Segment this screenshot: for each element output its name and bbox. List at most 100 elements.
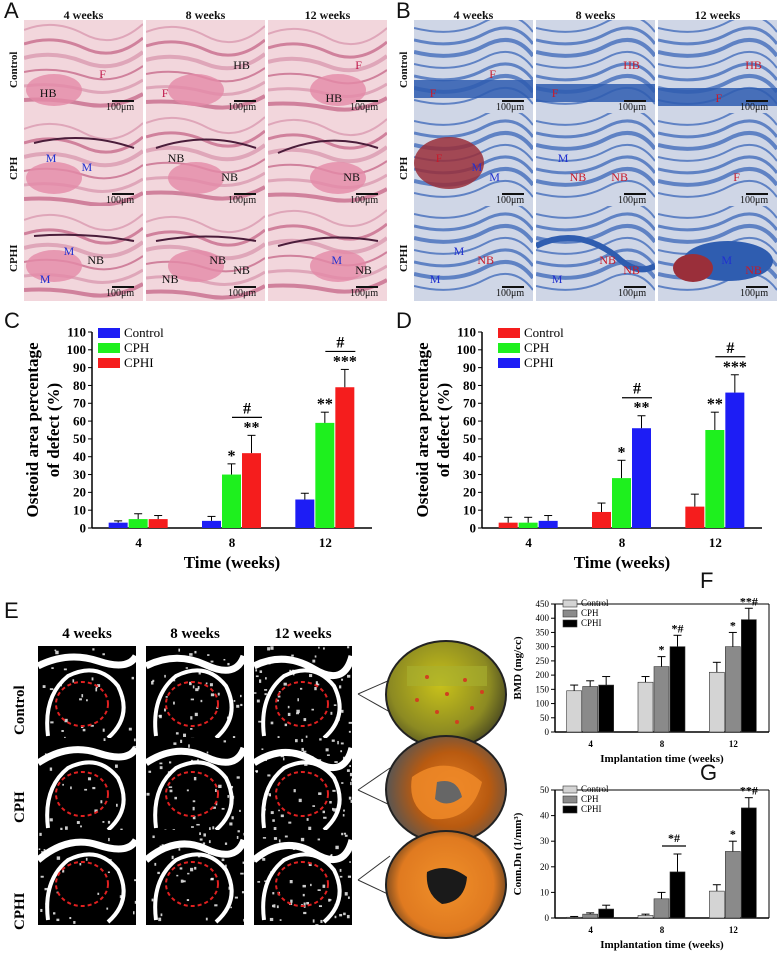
chartF-xtick-label: 8 [660, 739, 665, 749]
chartD-legend-label: CPHI [524, 355, 554, 370]
chartF-bar-Control-8 [637, 681, 654, 733]
chartG-bar-Control-12 [709, 890, 725, 919]
chartD-ytick-label: 40 [463, 449, 476, 464]
gridB-micrograph-r2-c2 [658, 206, 777, 301]
gridA-tissue-label: F [99, 67, 106, 81]
chartF-ytick-label: 450 [536, 599, 550, 609]
chartD-sig-label: * [618, 444, 626, 461]
chartC-bar-CPHI-8 [242, 453, 261, 528]
gridB-tissue-label: M [557, 150, 569, 165]
microct-tile-r2-c1 [146, 830, 244, 925]
gridB-tissue-label: M [489, 169, 500, 184]
gridB-tissue-label: M [429, 272, 441, 286]
gridB-tissue-label: NB [611, 169, 628, 184]
chartG-bar-CPH-8 [653, 898, 670, 919]
gridB-tissue-label: F [715, 90, 723, 105]
chartC-ylabel-line: of defect (%) [44, 383, 63, 477]
panel-a-col-header-12w: 12 weeks [304, 8, 351, 22]
chartG-bar-CPHI-4 [598, 908, 614, 919]
gridB-micrograph-r0-c1 [536, 20, 655, 115]
gridA-micrograph-r2-c0 [24, 206, 143, 301]
chartD-xtick-label: 12 [709, 535, 722, 550]
chartC-legend-swatch [98, 328, 120, 338]
chartG-bar-Control-4 [566, 916, 582, 919]
chartG-bar-CPHI-8 [669, 871, 686, 919]
chartD-legend-label: Control [524, 325, 564, 340]
gridB-micrograph-r2-c1 [536, 206, 655, 301]
chartD-bar-CPHI-12 [725, 392, 745, 528]
gridB-tissue-label: F [733, 169, 740, 184]
chartF-sig-label: * [730, 618, 736, 632]
chartF-bar-Control-12 [709, 671, 725, 733]
gridB-micrograph-r1-c2 [658, 113, 777, 208]
chartC-ytick-label: 50 [73, 431, 86, 446]
panel-b-col-header-12w: 12 weeks [694, 8, 741, 22]
chartG-ytick-label: 0 [545, 913, 550, 923]
panel-b-col-header-8w: 8 weeks [575, 8, 616, 22]
gridA-tissue-label: M [39, 272, 51, 286]
gridA-micrograph-r2-c2 [268, 206, 387, 301]
chartG-sig-label: **# [740, 784, 758, 798]
gridB-tissue-label: NB [745, 262, 762, 277]
chartF-legend-swatch [562, 609, 578, 618]
gridB-tissue-label: HB [623, 57, 640, 72]
chartG-legend-label: Control [581, 784, 609, 794]
gridA-tissue-label: M [331, 253, 343, 267]
chartF-sig-label: **# [740, 594, 758, 608]
chartD-legend-label: CPH [524, 340, 549, 355]
gridB-tissue-label: F [551, 86, 559, 100]
chartF-sig-label: * [659, 643, 665, 657]
chartG-ytick-label: 50 [540, 785, 550, 795]
chartF-bar-CPH-8 [653, 666, 670, 733]
panel-e-col-header-8w: 8 weeks [170, 626, 220, 642]
chartG-xtick-label: 12 [729, 925, 739, 935]
gridA-micrograph-r1-c1 [146, 113, 265, 208]
gridA-tissue-label: NB [221, 169, 238, 184]
panel-letter-g: G [700, 760, 718, 785]
gridA-tissue-label: NB [233, 262, 250, 277]
chartD-bar-Control-12 [685, 506, 705, 528]
chartF-ytick-label: 50 [540, 713, 550, 723]
chartD-legend-swatch [498, 343, 520, 353]
gridA-tissue-label: NB [209, 253, 227, 267]
chartC-ytick-label: 100 [67, 342, 87, 357]
panel-letter-f: F [700, 568, 714, 593]
chartD-legend-swatch [498, 328, 520, 338]
chartG-legend-swatch [562, 805, 578, 814]
chartF-xlabel: Implantation time (weeks) [600, 753, 724, 764]
chartD-ytick-label: 90 [463, 360, 476, 375]
chartD-bar-CPHI-4 [538, 520, 558, 528]
chartF-ylabel: BMD (mg/cc) [512, 636, 524, 700]
panel-letter-d: D [396, 308, 412, 333]
chartD-bar-CPH-8 [612, 478, 631, 528]
chartC-xtick-label: 4 [135, 535, 142, 550]
gridA-tissue-label: F [161, 86, 169, 100]
chartC-bar-CPH-8 [222, 474, 241, 528]
chartC-xlabel: Time (weeks) [184, 553, 280, 572]
chartG-bracket-label: *# [668, 831, 680, 845]
chartD-bar-Control-4 [498, 522, 518, 528]
chartG-xtick-label: 8 [660, 925, 665, 935]
chartD-legend-swatch [498, 358, 520, 368]
chartC-ytick-label: 0 [80, 520, 87, 535]
gridA-scale-bar: 100μm [350, 100, 379, 113]
chartC-ylabel-line: Osteoid area percentage [23, 342, 42, 517]
chartG-sig-label: * [730, 827, 736, 841]
chartF-bar-Control-4 [566, 690, 582, 733]
gridB-tissue-label: F [435, 150, 443, 165]
panel-a-col-header-8w: 8 weeks [185, 8, 226, 22]
chartC-ytick-label: 60 [73, 413, 86, 428]
chartF-bar-CPHI-8 [669, 646, 686, 733]
gridA-micrograph-r0-c2 [268, 20, 387, 115]
panel-e-col-header-12w: 12 weeks [274, 626, 332, 642]
chartG-xtick-label: 4 [588, 925, 593, 935]
chartF-xtick-label: 12 [729, 739, 739, 749]
microct-tile-r1-c2 [254, 738, 352, 833]
chartF-ytick-label: 400 [536, 613, 550, 623]
gridA-scale-bar: 100μm [106, 100, 135, 113]
chartF-ytick-label: 0 [545, 727, 550, 737]
microct-tile-r2-c0 [38, 830, 136, 925]
gridA-scale-bar: 100μm [106, 286, 135, 299]
